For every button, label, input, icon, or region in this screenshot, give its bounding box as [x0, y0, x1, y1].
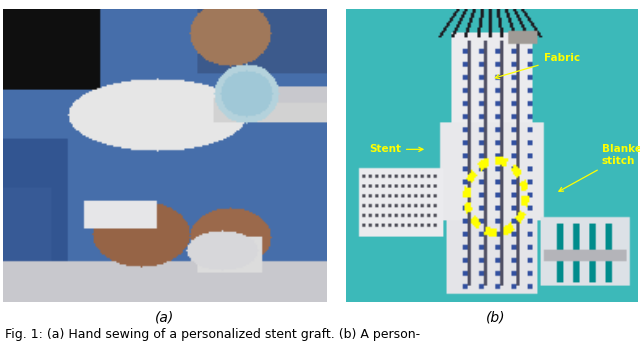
Text: Fabric: Fabric	[495, 54, 580, 79]
Text: Stent: Stent	[369, 144, 423, 154]
Text: Fig. 1: (a) Hand sewing of a personalized stent graft. (b) A person-: Fig. 1: (a) Hand sewing of a personalize…	[5, 328, 420, 341]
Text: (b): (b)	[486, 310, 506, 324]
Text: (a): (a)	[155, 310, 174, 324]
Text: Blanket
stitch: Blanket stitch	[559, 144, 640, 191]
